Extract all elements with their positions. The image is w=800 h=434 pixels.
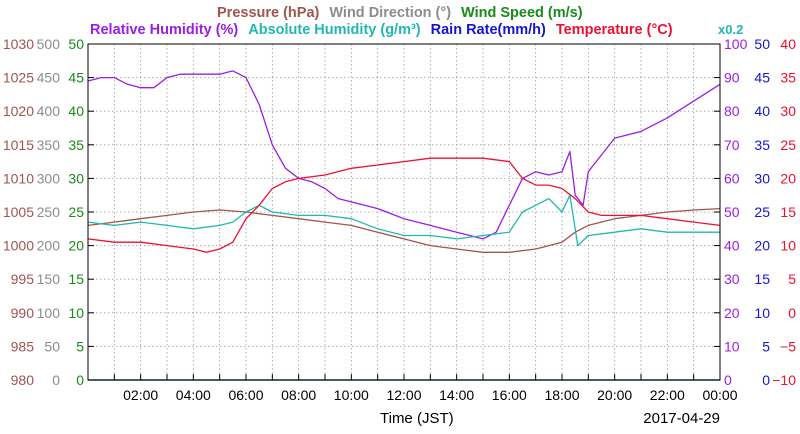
pressure-tick-label: 990	[11, 305, 35, 321]
rain_rate-tick-label: 0	[762, 372, 770, 388]
relative_humidity-tick-label: 0	[724, 372, 732, 388]
pressure-tick-label: 995	[11, 271, 35, 287]
temperature-tick-label: 10	[780, 238, 796, 254]
x-tick-label: 20:00	[597, 387, 632, 403]
relative_humidity-tick-label: 60	[724, 170, 740, 186]
series-line-pressure	[87, 207, 721, 253]
rain_rate-tick-label: 25	[754, 204, 770, 220]
legend-temperature: Temperature (°C)	[556, 22, 673, 38]
wind_speed-tick-label: 40	[68, 103, 84, 119]
wind_direction-tick-label: 450	[37, 70, 61, 86]
pressure-tick-label: 1020	[3, 103, 34, 119]
wind_direction-tick-label: 500	[37, 36, 61, 52]
legend-wind_speed: Wind Speed (m/s)	[461, 5, 583, 21]
temperature-tick-label: 15	[780, 204, 796, 220]
wind_speed-tick-label: 20	[68, 238, 84, 254]
series-line-relative_humidity	[87, 70, 721, 240]
x-tick-label: 16:00	[492, 387, 527, 403]
wind_direction-tick-label: 100	[37, 305, 61, 321]
grid	[88, 44, 720, 380]
temperature-tick-label: 20	[780, 170, 796, 186]
relative_humidity-tick-label: 70	[724, 137, 740, 153]
temperature-tick-label: 5	[788, 271, 796, 287]
wind_speed-tick-label: 50	[68, 36, 84, 52]
rain_rate-tick-label: 35	[754, 137, 770, 153]
temperature-tick-label: 30	[780, 103, 796, 119]
y-axes: 9809859909951000100510101015102010251030…	[3, 36, 796, 388]
pressure-tick-label: 985	[11, 338, 35, 354]
temperature-tick-label: −10	[772, 372, 796, 388]
legend-row-1: Pressure (hPa) Wind Direction (°) Wind Spe…	[217, 5, 583, 21]
pressure-tick-label: 1005	[3, 204, 34, 220]
wind_speed-tick-label: 25	[68, 204, 84, 220]
rain_rate-tick-label: 15	[754, 271, 770, 287]
rain_rate-tick-label: 10	[754, 305, 770, 321]
pressure-tick-label: 1010	[3, 170, 34, 186]
scale-note: x0.2	[718, 22, 743, 37]
wind_speed-tick-label: 45	[68, 70, 84, 86]
x-tick-label: 00:00	[702, 387, 737, 403]
legend-rain_rate: Rain Rate(mm/h)	[431, 22, 546, 38]
relative_humidity-tick-label: 90	[724, 70, 740, 86]
wind_direction-tick-label: 50	[44, 338, 60, 354]
x-tick-label: 12:00	[386, 387, 421, 403]
pressure-tick-label: 1030	[3, 36, 34, 52]
series-line-absolute_humidity	[87, 194, 720, 247]
temperature-tick-label: −5	[780, 338, 796, 354]
legend-relative_humidity: Relative Humidity (%)	[90, 22, 238, 38]
rain_rate-tick-label: 50	[754, 36, 770, 52]
wind_speed-tick-label: 15	[68, 271, 84, 287]
wind_speed-tick-label: 30	[68, 170, 84, 186]
relative_humidity-tick-label: 40	[724, 238, 740, 254]
wind_speed-tick-label: 10	[68, 305, 84, 321]
rain_rate-tick-label: 30	[754, 170, 770, 186]
x-tick-label: 08:00	[281, 387, 316, 403]
legend-absolute_humidity: Absolute Humidity (g/m³)	[248, 22, 421, 38]
relative_humidity-tick-label: 10	[724, 338, 740, 354]
x-axis: 02:00 04:00 06:00 08:00 10:00 12:00 14:00 16:00…	[113, 374, 738, 403]
temperature-tick-label: 25	[780, 137, 796, 153]
rain_rate-tick-label: 40	[754, 103, 770, 119]
legend-wind_direction: Wind Direction (°)	[329, 5, 451, 21]
relative_humidity-tick-label: 50	[724, 204, 740, 220]
rain_rate-tick-label: 20	[754, 238, 770, 254]
date-label: 2017-04-29	[643, 410, 720, 427]
wind_speed-tick-label: 5	[76, 338, 84, 354]
x-tick-label: 10:00	[334, 387, 369, 403]
wind_direction-tick-label: 400	[37, 103, 61, 119]
temperature-tick-label: 35	[780, 70, 796, 86]
wind_direction-tick-label: 200	[37, 238, 61, 254]
relative_humidity-tick-label: 80	[724, 103, 740, 119]
relative_humidity-tick-label: 30	[724, 271, 740, 287]
temperature-tick-label: 0	[788, 305, 796, 321]
wind_direction-tick-label: 250	[37, 204, 61, 220]
x-axis-label: Time (JST)	[380, 410, 454, 427]
wind_direction-tick-label: 0	[52, 372, 60, 388]
x-tick-label: 06:00	[228, 387, 263, 403]
wind_direction-tick-label: 300	[37, 170, 61, 186]
legend-row-2: Relative Humidity (%) Absolute Humidity (…	[90, 22, 673, 38]
wind_speed-tick-label: 35	[68, 137, 84, 153]
wind_direction-tick-label: 150	[37, 271, 61, 287]
temperature-tick-label: 40	[780, 36, 796, 52]
relative_humidity-tick-label: 20	[724, 305, 740, 321]
relative_humidity-tick-label: 100	[724, 36, 748, 52]
wind_direction-tick-label: 350	[37, 137, 61, 153]
pressure-tick-label: 1025	[3, 70, 34, 86]
pressure-tick-label: 1000	[3, 238, 34, 254]
rain_rate-tick-label: 5	[762, 338, 770, 354]
x-tick-label: 02:00	[123, 387, 158, 403]
pressure-tick-label: 1015	[3, 137, 34, 153]
x-tick-label: 18:00	[544, 387, 579, 403]
series-line-temperature	[87, 157, 721, 253]
pressure-tick-label: 980	[11, 372, 35, 388]
legend-pressure: Pressure (hPa)	[217, 5, 320, 21]
x-tick-label: 22:00	[650, 387, 685, 403]
wind_speed-tick-label: 0	[76, 372, 84, 388]
x-tick-label: 04:00	[176, 387, 211, 403]
x-tick-label: 14:00	[439, 387, 474, 403]
rain_rate-tick-label: 45	[754, 70, 770, 86]
